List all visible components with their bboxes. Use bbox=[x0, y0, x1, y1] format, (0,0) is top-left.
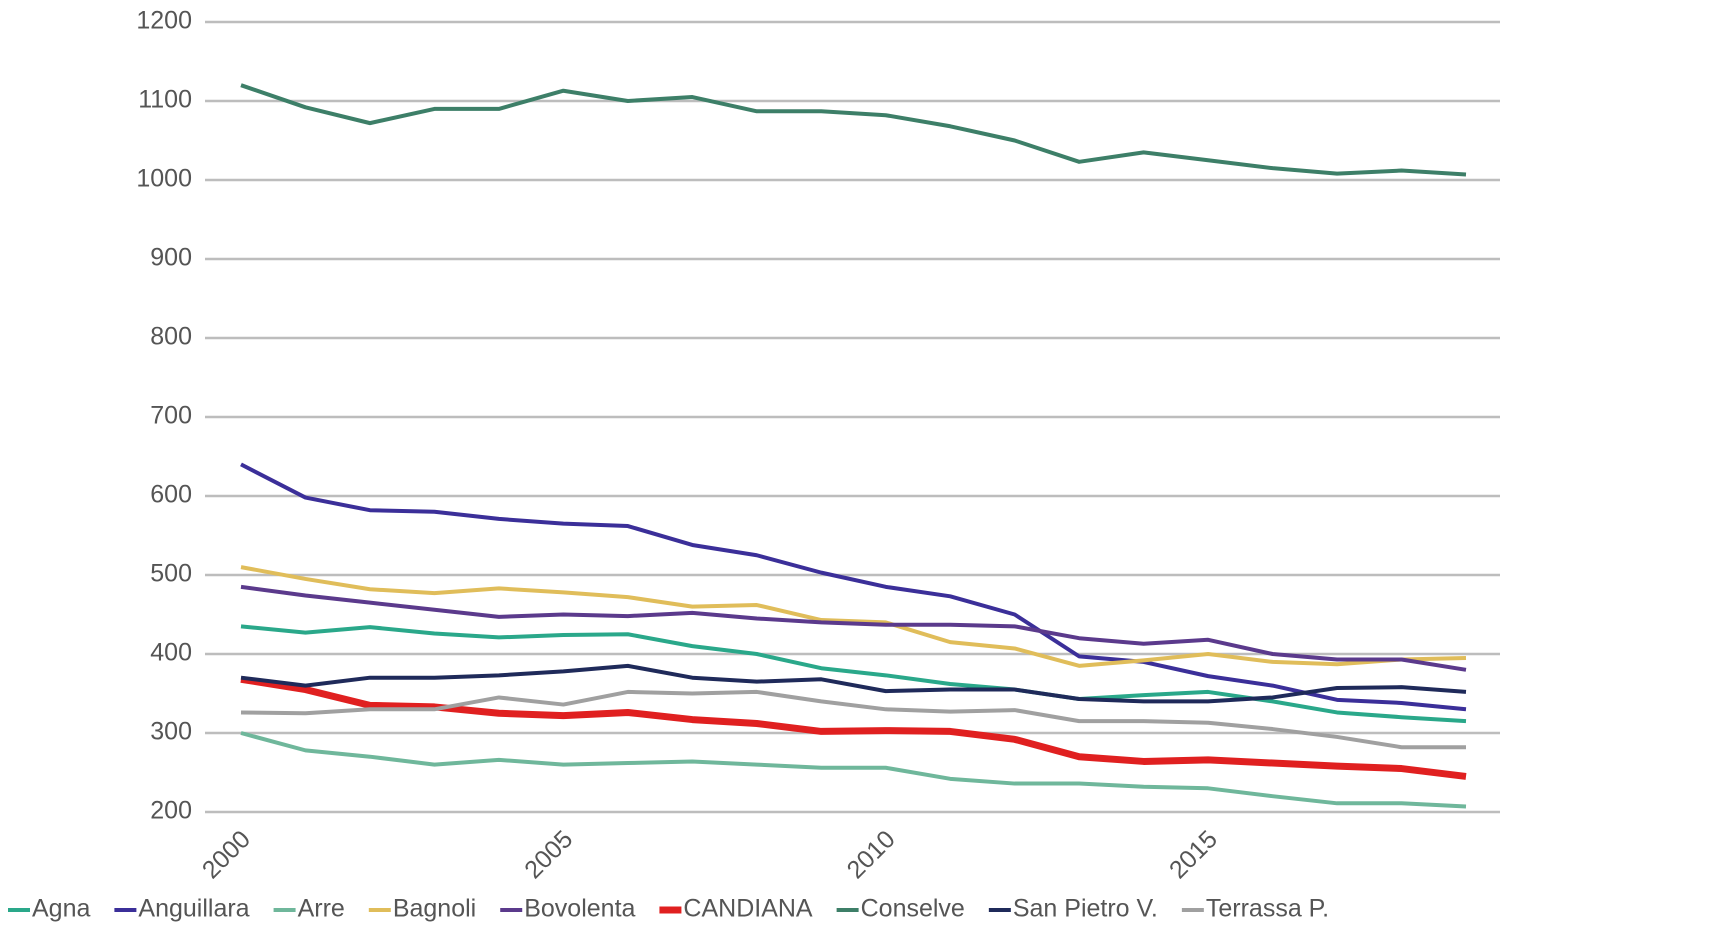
y-tick-label: 500 bbox=[150, 560, 192, 588]
series-line bbox=[240, 83, 1467, 177]
legend-label: Bagnoli bbox=[393, 895, 476, 923]
y-tick-label: 1200 bbox=[136, 7, 192, 35]
legend-label: Agna bbox=[32, 895, 90, 923]
y-tick-label: 400 bbox=[150, 639, 192, 667]
series-line bbox=[240, 462, 1467, 712]
y-tick-label: 900 bbox=[150, 244, 192, 272]
legend-label: CANDIANA bbox=[683, 895, 813, 923]
series-line bbox=[240, 584, 1467, 672]
series-line bbox=[240, 565, 1467, 668]
y-tick-label: 200 bbox=[150, 797, 192, 825]
y-tick-label: 300 bbox=[150, 718, 192, 746]
y-tick-label: 800 bbox=[150, 323, 192, 351]
y-tick-label: 600 bbox=[150, 481, 192, 509]
x-tick-label: 2010 bbox=[842, 825, 901, 884]
legend-label: Conselve bbox=[861, 895, 965, 923]
y-tick-label: 700 bbox=[150, 402, 192, 430]
series-line bbox=[240, 731, 1467, 809]
x-tick-label: 2005 bbox=[519, 825, 578, 884]
y-tick-label: 1000 bbox=[136, 165, 192, 193]
legend-label: Anguillara bbox=[138, 895, 249, 923]
legend-label: Arre bbox=[298, 895, 345, 923]
series-line bbox=[240, 663, 1467, 704]
x-tick-label: 2000 bbox=[197, 825, 256, 884]
legend-label: Bovolenta bbox=[524, 895, 635, 923]
series-line bbox=[240, 689, 1466, 750]
x-tick-label: 2015 bbox=[1164, 825, 1223, 884]
legend-label: San Pietro V. bbox=[1013, 895, 1158, 923]
y-tick-label: 1100 bbox=[138, 86, 192, 114]
legend-label: Terrassa P. bbox=[1206, 895, 1329, 923]
